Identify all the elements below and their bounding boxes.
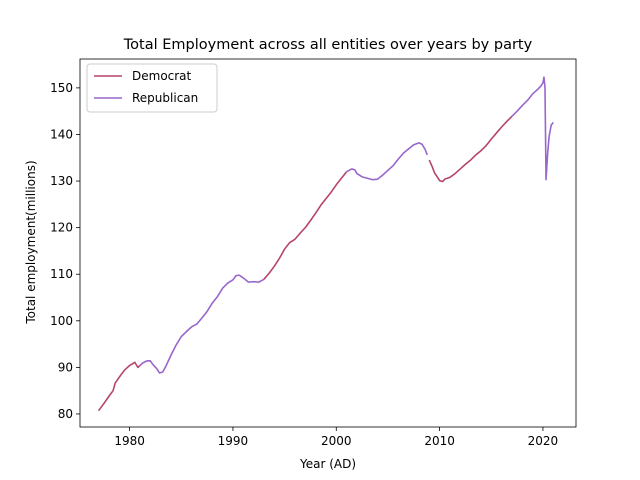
legend: Democrat Republican [86,63,218,113]
plot-frame [79,58,577,428]
x-tick-label: 1990 [218,434,249,448]
y-tick-label: 150 [50,81,73,95]
y-tick-label: 100 [50,314,73,328]
series-line-democrat [263,171,348,280]
x-tick-label: 2010 [424,434,455,448]
series-line-republican [139,274,265,374]
x-axis-label: Year (AD) [299,457,356,471]
chart-title: Total Employment across all entities ove… [123,37,533,53]
x-tick-label: 2020 [528,434,559,448]
series-line-democrat [428,115,513,183]
y-tick-label: 80 [58,407,73,421]
legend-label-republican: Republican [132,91,198,105]
y-tick-label: 90 [58,360,73,374]
series-line-republican [346,142,428,181]
plot-lines [97,76,554,412]
series-line-democrat [97,361,141,412]
x-tick-label: 1980 [114,434,145,448]
y-tick-label: 140 [50,127,73,141]
series-line-republican [511,76,554,181]
y-axis-label: Total employment(millions) [24,160,38,324]
y-tick-label: 120 [50,221,73,235]
x-tick-label: 2000 [321,434,352,448]
x-axis: 1980 1990 2000 2010 2020 [114,427,558,448]
legend-label-democrat: Democrat [132,69,192,83]
y-tick-label: 130 [50,174,73,188]
y-tick-label: 110 [50,267,73,281]
y-axis: 80 90 100 110 120 130 140 150 [50,81,80,421]
